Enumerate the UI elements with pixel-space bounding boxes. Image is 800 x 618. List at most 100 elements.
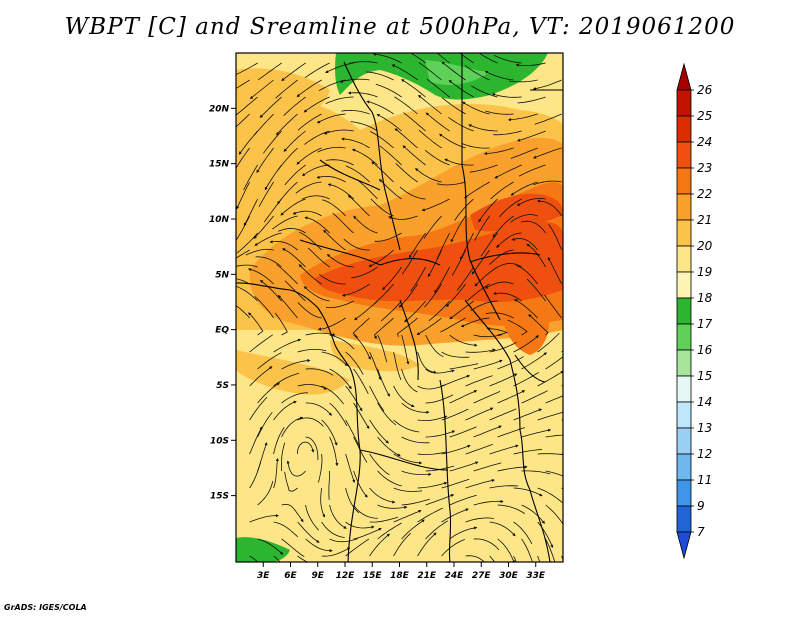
streamline <box>401 79 426 98</box>
y-tick-label: 5N <box>215 270 229 280</box>
chart-title: WBPT [C] and Sreamline at 500hPa, VT: 20… <box>64 14 736 40</box>
streamlines <box>236 53 563 562</box>
colorbar-label: 21 <box>697 213 712 227</box>
streamline <box>489 408 517 421</box>
streamline <box>393 487 423 492</box>
streamline <box>417 481 448 489</box>
streamline <box>393 509 422 523</box>
colorbar-label: 19 <box>697 265 712 279</box>
streamline <box>369 419 389 444</box>
streamline <box>377 402 397 426</box>
streamline <box>352 317 370 338</box>
streamline <box>305 538 333 553</box>
streamline <box>366 71 394 81</box>
streamline <box>561 521 563 525</box>
streamline <box>449 526 478 540</box>
streamline <box>441 539 465 557</box>
colorbar-swatch <box>676 271 692 299</box>
streamline <box>437 181 466 186</box>
grads-credit: GrADS: IGES/COLA <box>4 603 87 612</box>
streamline <box>425 334 444 358</box>
streamline <box>489 373 518 387</box>
streamline <box>450 215 466 243</box>
streamline <box>513 371 540 387</box>
streamline <box>325 159 354 166</box>
streamline <box>236 249 250 259</box>
streamline <box>274 312 288 336</box>
colorbar-swatch <box>676 323 692 351</box>
streamline <box>276 264 298 285</box>
streamline <box>545 470 563 477</box>
streamline <box>511 237 538 251</box>
colorbar-swatch <box>676 297 692 325</box>
colorbar-swatch <box>676 401 692 429</box>
streamline <box>353 470 368 498</box>
streamline <box>460 317 490 328</box>
streamline <box>537 521 554 549</box>
streamline <box>449 363 479 370</box>
colorbar-label: 11 <box>697 473 712 487</box>
streamline <box>404 300 426 323</box>
streamline <box>305 436 319 461</box>
streamline <box>264 164 282 191</box>
streamline <box>444 158 474 166</box>
streamline <box>253 215 274 239</box>
streamline <box>281 538 305 558</box>
streamline <box>317 317 346 331</box>
streamline <box>441 374 471 387</box>
streamline <box>454 198 474 221</box>
streamline <box>354 300 378 321</box>
streamline <box>516 264 538 285</box>
streamline <box>410 53 426 64</box>
streamline <box>473 499 504 506</box>
streamline <box>401 470 432 476</box>
streamline <box>478 198 498 223</box>
streamline <box>277 294 298 319</box>
streamline <box>284 164 306 186</box>
streamline <box>545 538 556 562</box>
streamline <box>521 504 546 524</box>
streamline <box>236 215 250 242</box>
streamline <box>521 352 547 370</box>
colorbar-swatch <box>676 349 692 377</box>
streamline <box>561 384 563 387</box>
streamline <box>410 266 426 292</box>
streamline <box>254 232 282 246</box>
colorbar-label: 23 <box>697 161 712 175</box>
streamline <box>351 266 378 279</box>
streamline <box>513 408 543 421</box>
streamline <box>325 300 354 308</box>
streamline <box>329 538 358 543</box>
streamline <box>408 232 426 259</box>
streamline <box>281 62 306 82</box>
y-tick-label: EQ <box>215 326 229 336</box>
streamline <box>345 453 356 484</box>
streamline <box>371 161 394 183</box>
streamline <box>370 131 394 149</box>
x-tick-label: 30E <box>499 571 519 581</box>
streamline <box>465 517 494 523</box>
colorbar-label: 14 <box>697 395 712 409</box>
colorbar-swatch <box>676 245 692 273</box>
streamline <box>356 178 378 200</box>
streamline <box>321 351 348 367</box>
streamline <box>393 532 412 557</box>
colorbar-label: 20 <box>697 239 713 253</box>
streamline <box>321 547 351 557</box>
streamline <box>547 256 562 285</box>
streamline <box>537 332 560 353</box>
colorbar-label: 26 <box>697 83 713 97</box>
streamline <box>255 256 282 268</box>
streamline <box>329 334 355 350</box>
streamline <box>273 555 281 562</box>
streamline <box>332 212 354 234</box>
streamline <box>257 382 280 404</box>
colorbar-swatch <box>676 427 692 455</box>
streamline <box>510 214 538 223</box>
streamline <box>510 147 538 159</box>
streamline <box>545 356 563 370</box>
streamline <box>249 79 274 99</box>
streamline <box>490 181 514 200</box>
colorbar-label: 22 <box>697 187 712 201</box>
streamline <box>297 302 322 319</box>
